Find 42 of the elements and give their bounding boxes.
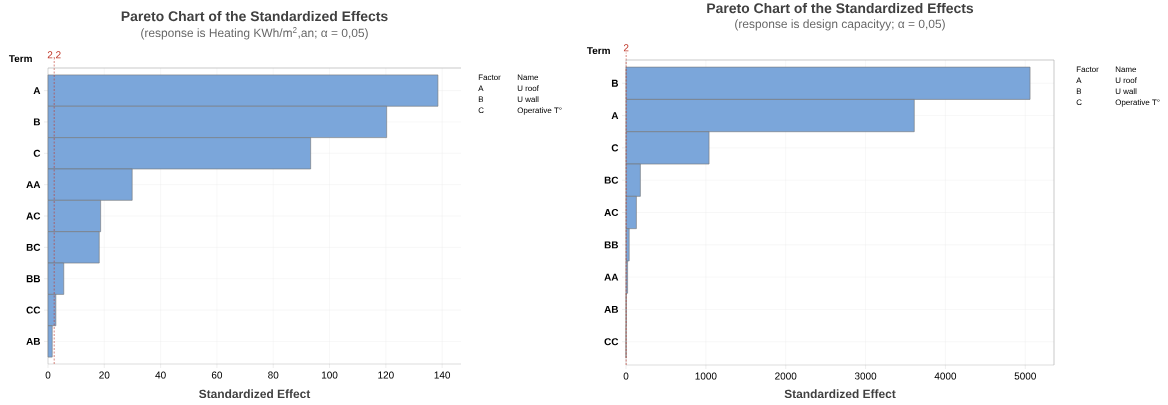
- x-tick-label: 0: [623, 372, 629, 380]
- y-tick-label: CC: [604, 338, 619, 346]
- x-tick-label: 2000: [775, 372, 797, 380]
- chart-title: Pareto Chart of the Standardized Effects: [707, 2, 974, 14]
- ref-line-label: 2: [623, 44, 629, 52]
- chart-subtitle: (response is design capacityy; α = 0,05): [735, 19, 945, 31]
- y-tick-label: C: [611, 144, 619, 152]
- x-tick-label: 20: [99, 371, 110, 379]
- x-tick-label: 1000: [695, 372, 717, 380]
- y-tick-label: CC: [26, 306, 41, 314]
- y-axis-title: Term: [8, 55, 32, 63]
- y-tick-label: AA: [26, 181, 41, 189]
- x-tick-label: 5000: [1014, 372, 1036, 380]
- x-axis-title: Standardized Effect: [199, 389, 311, 399]
- x-axis-title: Standardized Effect: [784, 389, 896, 399]
- y-tick-label: A: [33, 87, 41, 95]
- y-tick-label: BC: [604, 176, 619, 184]
- y-tick-label: AC: [604, 208, 619, 217]
- y-tick-label: B: [611, 79, 619, 87]
- x-tick-label: 60: [211, 371, 223, 379]
- y-tick-label: B: [33, 118, 41, 126]
- x-tick-label: 120: [378, 371, 394, 379]
- y-tick-label: BC: [26, 243, 41, 251]
- x-tick-label: 40: [155, 371, 166, 379]
- y-tick-label: A: [611, 112, 619, 119]
- y-tick-label: BB: [26, 275, 41, 283]
- x-tick-label: 0: [45, 371, 51, 379]
- x-tick-label: 80: [268, 371, 279, 379]
- y-tick-label: AB: [26, 338, 41, 345]
- y-tick-label: AA: [604, 273, 619, 281]
- y-tick-label: AB: [604, 306, 619, 313]
- y-axis-title: Term: [586, 47, 610, 55]
- chart-subtitle: (response is Heating KWh/m$^{2}$,an; α = 0,05): [141, 27, 368, 40]
- y-tick-label: C: [33, 149, 41, 157]
- x-tick-label: 100: [321, 371, 338, 379]
- chart-title: Pareto Chart of the Standardized Effects: [121, 10, 388, 22]
- ref-line-label: 2,2: [47, 51, 61, 60]
- x-tick-label: 140: [434, 371, 451, 379]
- y-tick-label: AC: [26, 212, 41, 220]
- x-tick-label: 3000: [854, 372, 877, 380]
- y-tick-label: BB: [604, 241, 619, 249]
- x-tick-label: 4000: [934, 372, 957, 380]
